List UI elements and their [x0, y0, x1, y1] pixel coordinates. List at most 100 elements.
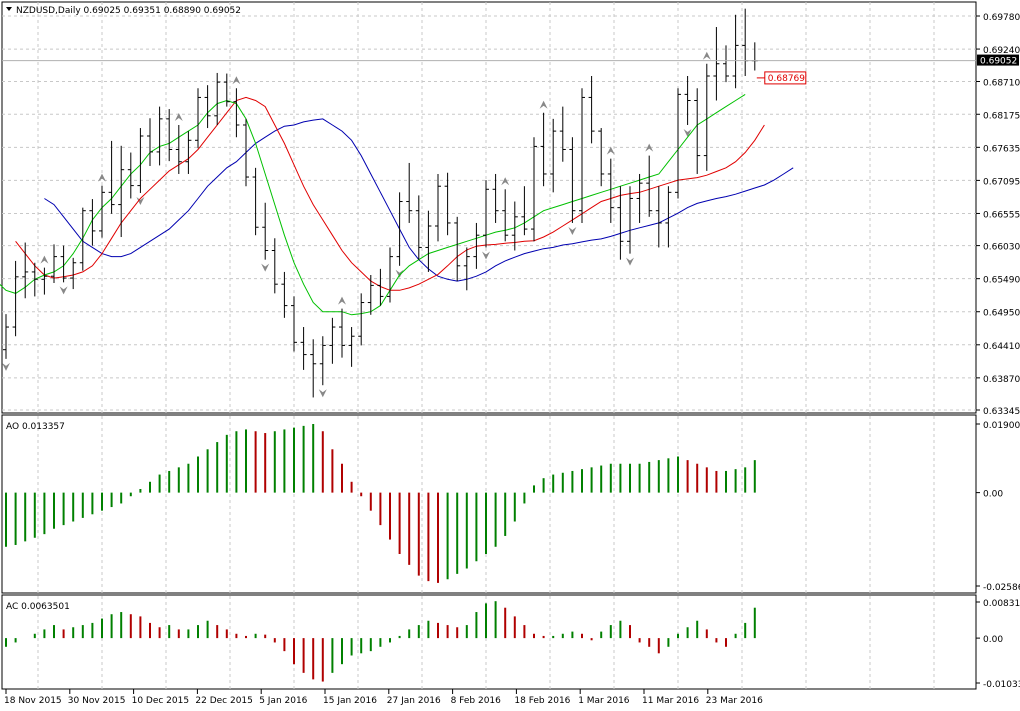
- ohlc-bar: [694, 88, 701, 174]
- current-price-tag: 0.69052: [977, 54, 1019, 67]
- fractal-up: [501, 177, 510, 186]
- ohlc-bar: [406, 162, 413, 223]
- ohlc-bar: [473, 222, 480, 269]
- ohlc-bar: [127, 152, 134, 199]
- axis-tick-label: 0.00: [983, 635, 1003, 645]
- ohlc-bar: [627, 186, 633, 254]
- ohlc-bar: [655, 186, 662, 248]
- ohlc-bar: [675, 88, 681, 199]
- fractal-markers: [2, 51, 711, 398]
- ohlc-bar: [454, 216, 461, 282]
- time-tick-label: 8 Feb 2016: [451, 696, 502, 706]
- ohlc-bar: [281, 271, 288, 318]
- ohlc-bar: [51, 244, 57, 283]
- time-tick-label: 27 Jan 2016: [387, 696, 441, 706]
- ohlc-bar: [492, 173, 499, 223]
- ohlc-bar: [396, 192, 403, 266]
- price-tick-label: 0.63345: [983, 407, 1020, 417]
- ohlc-bar: [579, 88, 585, 223]
- time-tick-label: 22 Dec 2015: [195, 696, 253, 706]
- ohlc-bar: [511, 201, 518, 251]
- ohlc-bar: [463, 247, 470, 291]
- ohlc-bar: [41, 267, 48, 295]
- ohlc-bar: [550, 118, 557, 193]
- fractal-up: [539, 100, 548, 109]
- ohlc-bar: [339, 308, 345, 358]
- ohlc-bar: [12, 260, 19, 337]
- symbol-header-text: NZDUSD,Daily 0.69025 0.69351 0.68890 0.6…: [16, 6, 241, 16]
- ohlc-bar: [559, 106, 566, 162]
- time-tick-label: 18 Nov 2015: [4, 696, 62, 706]
- price-tick-label: 0.66030: [983, 243, 1020, 253]
- ohlc-bar: [185, 131, 192, 174]
- ohlc-bar: [60, 245, 67, 283]
- ac-title: AC 0.0063501: [6, 602, 70, 612]
- ohlc-bar: [435, 173, 441, 242]
- ac-axis: 0.008313 0.00 -0.010335: [976, 599, 1020, 690]
- ohlc-bar: [319, 336, 326, 386]
- ohlc-bar: [252, 167, 259, 236]
- price-tick-label: 0.65490: [983, 276, 1020, 286]
- ohlc-bar: [223, 73, 230, 107]
- fractal-down: [626, 257, 634, 266]
- ohlc-bar: [243, 118, 249, 187]
- fractal-up: [606, 146, 615, 155]
- time-tick-label: 5 Jan 2016: [259, 696, 307, 706]
- ohlc-bar: [137, 128, 144, 193]
- time-axis: 18 Nov 2015 30 Nov 2015 10 Dec 2015 22 Dec …: [4, 689, 763, 706]
- svg-text:0.69052: 0.69052: [980, 57, 1017, 67]
- axis-tick-label: 0.008313: [983, 599, 1020, 609]
- ohlc-bar: [540, 112, 547, 187]
- ohlc-bar: [166, 109, 173, 162]
- ohlc-bar: [89, 199, 96, 246]
- ohlc-bar: [214, 72, 221, 125]
- price-tick-label: 0.63870: [983, 375, 1020, 385]
- price-tick-label: 0.66555: [983, 210, 1020, 220]
- price-axis: 0.69780 0.69240 0.68710 0.68175 0.67635 0.670…: [976, 13, 1020, 417]
- ohlc-bar: [348, 327, 355, 367]
- ohlc-bar: [684, 76, 691, 125]
- ohlc-bar: [713, 27, 720, 101]
- ohlc-bar: [646, 155, 653, 217]
- price-tick-label: 0.68710: [983, 79, 1020, 89]
- ohlc-bar: [329, 317, 336, 364]
- ohlc-bar: [569, 137, 576, 223]
- fractal-down: [683, 128, 692, 137]
- time-tick-label: 11 Mar 2016: [642, 696, 699, 706]
- ac-histogram: [5, 601, 756, 682]
- price-tick-label: 0.64950: [983, 309, 1020, 319]
- fractal-down: [318, 389, 327, 398]
- ohlc-bar: [415, 195, 422, 260]
- time-tick-label: 18 Feb 2016: [514, 696, 570, 706]
- ohlc-bar: [3, 314, 9, 359]
- marker-price-tag: 0.68769: [756, 71, 807, 85]
- symbol-header: NZDUSD,Daily 0.69025 0.69351 0.68890 0.6…: [6, 6, 241, 16]
- ohlc-bar: [204, 85, 211, 129]
- ohlc-bar: [147, 118, 153, 167]
- fractal-down: [482, 251, 490, 260]
- ohlc-bar: [156, 106, 163, 166]
- price-tick-label: 0.64410: [983, 342, 1020, 352]
- ohlc-bar: [723, 45, 729, 83]
- price-tick-label: 0.67095: [983, 177, 1020, 187]
- ohlc-bar: [22, 242, 29, 299]
- ohlc-bar: [108, 140, 115, 214]
- ohlc-bar: [300, 327, 307, 370]
- ohlc-bar: [444, 172, 451, 236]
- ohlc-bar: [588, 76, 595, 144]
- price-tick-label: 0.68175: [983, 111, 1020, 121]
- ohlc-bar: [175, 124, 182, 174]
- ohlc-bar: [31, 262, 38, 297]
- price-tick-label: 0.67635: [983, 144, 1020, 154]
- ohlc-bar: [358, 293, 365, 346]
- fractal-up: [702, 51, 711, 60]
- ohlc-bar: [665, 186, 672, 248]
- ohlc-bar: [79, 207, 86, 271]
- fractal-up: [174, 112, 183, 121]
- ohlc-bar: [636, 173, 643, 223]
- ohlc-bar: [607, 158, 614, 223]
- ohlc-bar: [377, 268, 384, 306]
- ohlc-bar: [732, 14, 739, 89]
- ohlc-bar: [262, 202, 269, 260]
